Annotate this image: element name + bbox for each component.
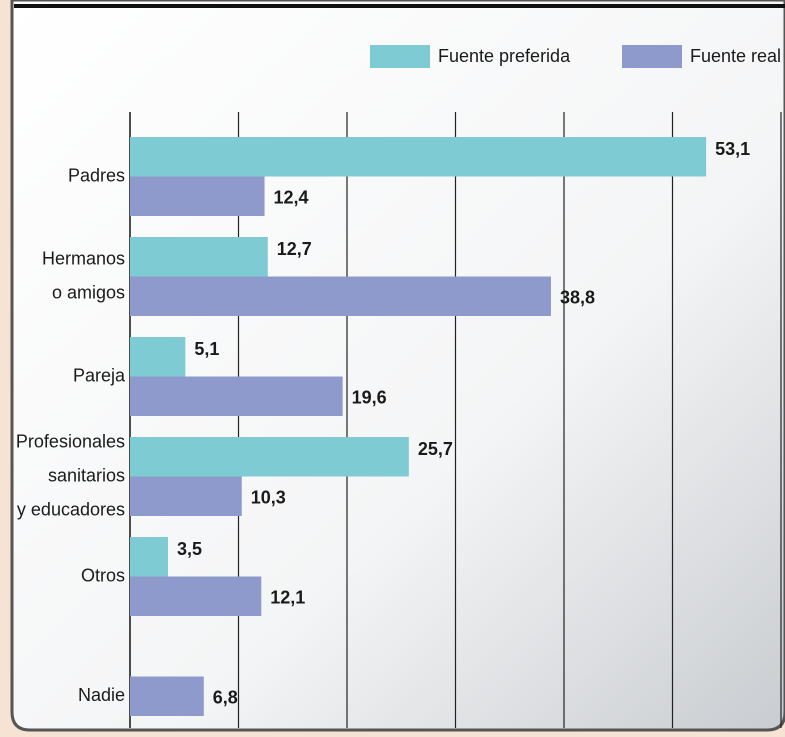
value-label: 19,6 — [352, 387, 387, 407]
plot: Fuente preferida Fuente real 53,1 12,4 Padre… — [16, 45, 782, 728]
value-label: 53,1 — [715, 139, 750, 159]
bar — [130, 437, 409, 477]
value-label: 12,1 — [270, 587, 305, 607]
bar — [130, 337, 186, 377]
bar — [130, 137, 707, 177]
category-label: Profesionales — [16, 431, 125, 451]
category-label: Pareja — [73, 365, 126, 385]
category-label: y educadores — [17, 499, 125, 519]
bar — [130, 237, 268, 277]
category-label: Hermanos — [42, 248, 125, 268]
value-label: 6,8 — [213, 687, 238, 707]
value-label: 25,7 — [418, 439, 453, 459]
category-label: Nadie — [78, 685, 125, 705]
category-label: Padres — [68, 165, 125, 185]
value-label: 12,7 — [277, 239, 312, 259]
bar — [130, 376, 343, 416]
value-label: 38,8 — [560, 287, 595, 307]
bar — [130, 176, 265, 216]
bar — [130, 476, 242, 516]
legend-swatch — [370, 45, 430, 68]
bar — [130, 276, 551, 316]
bar — [130, 676, 204, 716]
legend-label: Fuente real — [690, 46, 781, 66]
value-label: 12,4 — [274, 187, 309, 207]
legend-swatch — [622, 45, 682, 68]
category-label: Otros — [81, 565, 125, 585]
bar — [130, 537, 168, 577]
value-label: 10,3 — [251, 487, 286, 507]
bar — [130, 576, 262, 616]
panel — [10, 0, 785, 732]
legend-label: Fuente preferida — [438, 46, 571, 66]
category-label: o amigos — [52, 282, 125, 302]
value-label: 3,5 — [177, 539, 202, 559]
value-label: 5,1 — [194, 339, 219, 359]
category-label: sanitarios — [48, 465, 125, 485]
